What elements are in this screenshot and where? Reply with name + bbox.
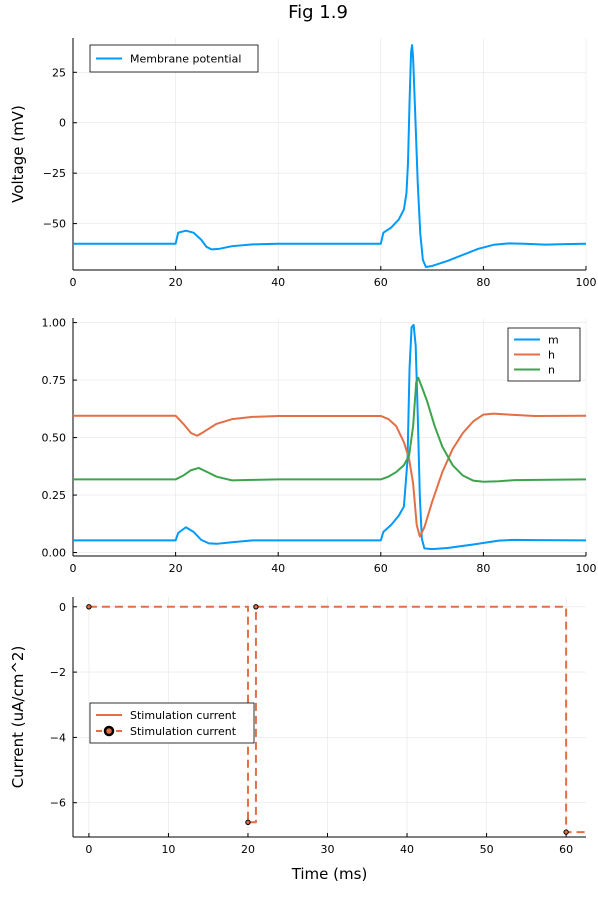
y-tick-label: 25 [52,66,66,79]
legend-label: Membrane potential [130,53,241,66]
series-line-n [73,376,586,483]
x-tick-label: 0 [70,276,77,289]
x-axis-label: Time (ms) [291,865,368,883]
legend-label: h [548,349,555,362]
series-line-m [73,323,586,551]
x-tick-label: 10 [161,843,175,856]
legend: mhn [507,327,581,382]
y-axis-label: Voltage (mV) [9,105,27,203]
x-tick-label: 40 [271,562,285,575]
x-tick-label: 20 [241,843,255,856]
x-tick-label: 100 [576,562,597,575]
legend: Stimulation current Stimulation current [89,702,255,744]
x-tick-label: 20 [169,276,183,289]
y-tick-label: −50 [43,218,66,231]
series-line-stimulation-current [88,605,586,834]
legend-label: Stimulation current [130,709,237,722]
y-tick-label: −25 [43,167,66,180]
figure-title: Fig 1.9 [288,2,348,23]
legend: Membrane potential [89,44,259,73]
data-point-marker [563,829,569,835]
legend-label: n [548,364,555,377]
x-tick-label: 0 [85,843,92,856]
x-tick-label: 80 [476,276,490,289]
x-tick-label: 40 [400,843,414,856]
panel-3: 0 10 20 30 40 50 60 −6 −4 −2 0 Current (uA/cm^2) Tim… [9,597,586,883]
x-tick-label: 60 [559,843,573,856]
y-tick-label: 0.25 [42,489,67,502]
data-point-marker [245,819,251,826]
x-tick-label: 40 [271,276,285,289]
panel-2: 0 20 40 60 80 100 0.00 0.25 0.50 0.75 1.00 mhn [42,317,597,575]
x-tick-label: 80 [476,562,490,575]
y-tick-label: −6 [50,797,66,810]
legend-box [89,702,255,744]
legend-label: m [548,334,559,347]
x-tick-label: 100 [576,276,597,289]
x-tick-label: 50 [480,843,494,856]
y-tick-label: −4 [50,731,66,744]
series-line-h [73,412,586,538]
series-line-membrane-potential [73,44,586,268]
legend-label: Stimulation current [130,725,237,738]
x-tick-label: 60 [374,276,388,289]
y-tick-label: 0.50 [42,432,67,445]
y-tick-label: 0 [59,117,66,130]
y-tick-label: −2 [50,666,66,679]
legend-swatch-marker [103,725,115,737]
panel-1: 0 20 40 60 80 100 −50 −25 0 25 Voltage (mV) Membran… [9,38,597,289]
y-tick-label: 0.00 [42,547,67,560]
data-point-marker [253,604,259,610]
data-point-marker [86,604,92,610]
x-tick-label: 20 [169,562,183,575]
y-tick-label: 1.00 [42,317,67,330]
x-tick-label: 30 [321,843,335,856]
y-tick-label: 0.75 [42,374,67,387]
y-tick-label: 0 [59,601,66,614]
x-tick-label: 60 [374,562,388,575]
y-axis-label: Current (uA/cm^2) [9,646,27,789]
x-tick-label: 0 [70,562,77,575]
